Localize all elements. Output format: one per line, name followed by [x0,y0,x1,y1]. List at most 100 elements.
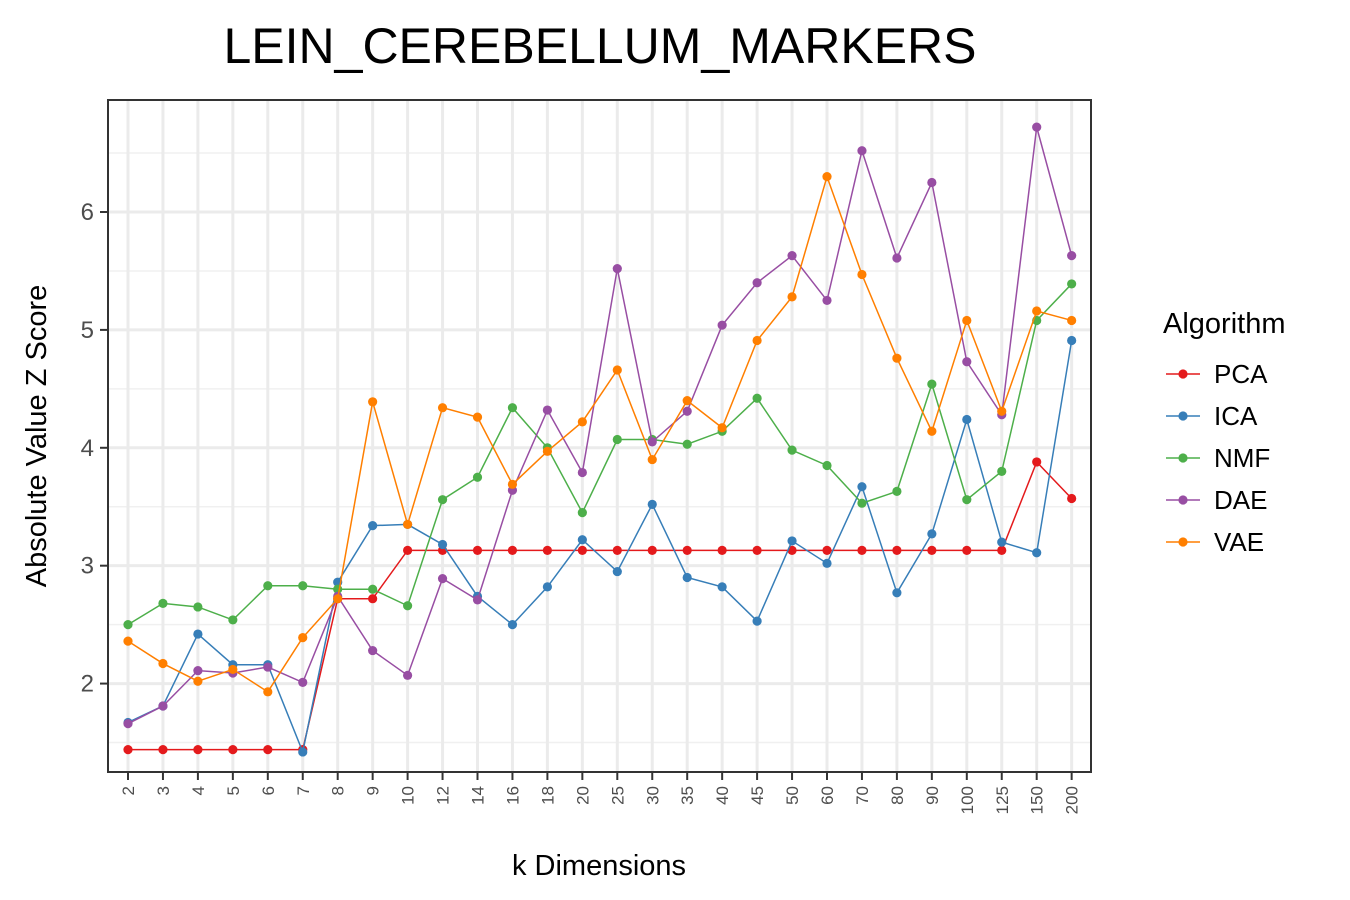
plot-panel-border [107,99,1092,773]
data-point [507,479,518,489]
legend-item-nmf: NMF [1166,443,1270,473]
data-point [158,598,168,609]
series-dae [123,122,1077,729]
data-point [158,745,168,755]
data-point [647,545,657,555]
data-point [507,545,518,555]
data-point [228,745,238,755]
x-tick-label: 20 [573,786,592,805]
legend-item-ica: ICA [1166,401,1258,431]
data-point [472,595,483,605]
y-tick-label: 6 [81,199,94,226]
data-point [158,701,168,711]
legend-title: Algorithm [1163,308,1286,340]
y-tick-label: 3 [81,553,94,580]
data-point [1067,279,1077,289]
data-point [787,445,797,455]
x-tick-label: 60 [818,786,837,805]
legend-key-point [1178,537,1188,547]
data-point [298,633,308,643]
data-point [822,460,832,471]
data-point [298,747,308,757]
data-point [263,662,273,672]
data-point [542,446,553,456]
data-point [193,629,203,639]
data-point [1032,457,1042,467]
data-point [997,466,1007,476]
data-point [612,545,622,555]
x-tick-label: 200 [1063,786,1082,814]
x-tick-label: 150 [1028,786,1047,814]
data-point [542,582,553,592]
data-point [542,545,553,555]
series-line-vae [127,174,1072,693]
data-point [1032,122,1042,132]
data-point [437,539,448,550]
data-point [787,536,797,546]
legend-label: PCA [1214,359,1268,389]
data-point [1067,335,1077,346]
data-point [612,365,622,375]
data-point [193,666,203,676]
y-tick-label: 4 [81,435,94,462]
y-tick-label: 5 [81,317,94,344]
data-point [682,406,692,416]
data-point [962,545,972,555]
data-point [403,670,413,680]
data-point [752,616,762,626]
data-point [437,574,448,584]
data-point [1067,315,1077,326]
legend-item-vae: VAE [1166,527,1264,557]
data-point [403,545,413,555]
x-tick-label: 7 [294,786,313,795]
data-point [368,521,378,531]
data-point [717,582,727,592]
data-point [682,545,692,555]
legend-item-dae: DAE [1166,485,1267,515]
data-point [962,495,972,505]
data-point [193,676,203,686]
x-tick-label: 14 [469,786,488,805]
legend-key-point [1178,453,1188,463]
data-point [368,594,378,604]
x-tick-label: 12 [434,786,453,805]
x-tick-label: 16 [503,786,522,805]
data-point [822,172,832,182]
data-point [612,434,622,445]
x-tick-label: 8 [329,786,348,795]
series-line-nmf [127,283,1073,626]
data-point [682,396,692,406]
data-point [927,379,937,389]
data-point [752,335,762,346]
data-point [1067,251,1077,261]
data-point [892,253,902,263]
data-point [682,572,692,583]
data-point [962,357,972,367]
data-point [857,498,867,508]
data-point [682,439,692,449]
legend-label: ICA [1214,401,1258,431]
data-point [787,292,797,302]
x-tick-label: 5 [224,786,243,795]
data-point [927,545,937,555]
data-point [997,537,1007,547]
chart-title: LEIN_CEREBELLUM_MARKERS [223,18,976,74]
x-tick-label: 45 [748,786,767,805]
legend-key-point [1178,369,1188,379]
data-point [437,403,448,413]
x-tick-label: 35 [678,786,697,805]
x-tick-label: 2 [119,786,138,795]
data-point [403,519,413,530]
data-point [612,263,622,274]
data-point [892,353,902,363]
x-axis-title: k Dimensions [512,850,686,882]
x-tick-label: 10 [399,786,418,805]
data-point [368,645,378,656]
plot-grid [108,100,1091,772]
data-point [962,414,972,425]
x-tick-label: 125 [993,786,1012,814]
data-point [472,412,483,422]
data-point [752,393,762,403]
legend-label: NMF [1214,443,1270,473]
data-point [822,295,832,306]
